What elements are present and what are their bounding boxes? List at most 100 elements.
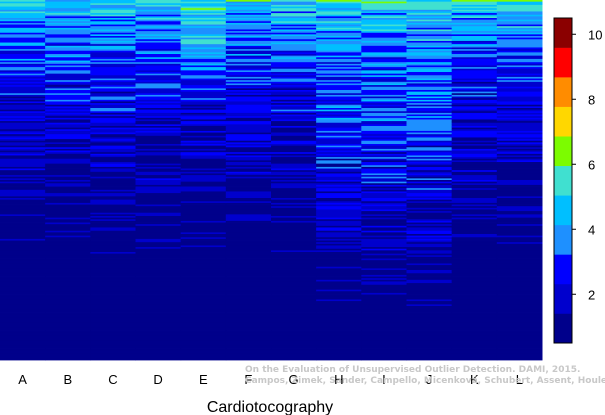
heatmap-cell [316,140,362,143]
heatmap-cell [406,152,453,155]
heatmap-cell [316,39,362,42]
heatmap-cell [361,283,407,286]
heatmap-cell [361,335,407,338]
heatmap-cell [180,170,227,173]
heatmap-cell [45,54,91,57]
heatmap-cell [406,186,453,189]
heatmap-cell [135,283,182,286]
heatmap-cell [45,224,91,227]
heatmap-cell [451,278,498,281]
heatmap-cell [451,14,498,17]
heatmap-cell [180,88,227,91]
heatmap-cell [90,301,136,304]
heatmap-cell [451,297,498,300]
heatmap-cell [361,350,407,353]
heatmap-cell [316,148,362,151]
heatmap-cell [361,21,407,24]
heatmap-cell [361,297,407,300]
heatmap-cell [451,255,498,258]
heatmap-cell [45,204,91,207]
heatmap-cell [0,132,46,135]
heatmap-cell [90,98,136,101]
heatmap-cell [0,248,46,251]
heatmap-cell [180,225,227,228]
heatmap-cell [316,173,362,176]
heatmap-cell [316,206,362,209]
heatmap-cell [271,346,317,349]
heatmap-cell [451,188,498,191]
heatmap-cell [361,288,407,291]
heatmap-cell [45,319,91,322]
heatmap-cell [271,183,317,186]
heatmap-cell [45,68,91,71]
heatmap-cell [406,189,453,192]
heatmap-cell [180,307,227,310]
heatmap-cell [496,72,543,75]
heatmap-cell [451,26,498,29]
heatmap-cell [90,330,136,333]
heatmap-cell [451,296,498,299]
heatmap-cell [406,248,453,251]
heatmap-cell [225,9,272,12]
heatmap-cell [271,108,317,111]
heatmap-cell [225,263,272,266]
heatmap-cell [90,34,136,37]
heatmap-cell [451,13,498,16]
heatmap-cell [496,4,543,7]
heatmap-cell [361,32,407,35]
heatmap-cell [90,217,136,220]
heatmap-cell [90,39,136,42]
heatmap-cell [0,148,46,151]
heatmap-cell [316,224,362,227]
heatmap-cell [180,58,227,61]
heatmap-cell [0,214,46,217]
heatmap-cell [451,235,498,238]
heatmap-cell [451,191,498,194]
heatmap-cell [451,312,498,315]
heatmap-cell [406,328,453,331]
heatmap-cell [451,245,498,248]
heatmap-cell [0,52,46,55]
heatmap-cell [271,270,317,273]
heatmap-cell [0,88,46,91]
heatmap-cell [316,317,362,320]
heatmap-cell [180,178,227,181]
heatmap-cell [225,271,272,274]
heatmap-cell [316,50,362,53]
heatmap-cell [271,121,317,124]
heatmap-cell [316,258,362,261]
x-tick-label-E: E [199,372,208,387]
heatmap-cell [361,111,407,114]
heatmap-cell [0,306,46,309]
heatmap-cell [225,29,272,32]
heatmap-cell [451,201,498,204]
heatmap-cell [361,274,407,277]
heatmap-cell [316,6,362,9]
heatmap-cell [0,216,46,219]
x-tick-label-A: A [18,372,27,387]
heatmap-cell [406,242,453,245]
heatmap-cell [361,135,407,138]
heatmap-cell [271,286,317,289]
heatmap-cell [316,312,362,315]
heatmap-cell [361,193,407,196]
colorbar [553,17,573,344]
heatmap-cell [45,340,91,343]
heatmap-cell [361,256,407,259]
heatmap-cell [45,207,91,210]
heatmap-cell [406,129,453,132]
heatmap-cell [45,358,91,361]
heatmap-cell [45,317,91,320]
heatmap-cell [225,129,272,132]
heatmap-cell [225,58,272,61]
heatmap-cell [90,101,136,104]
heatmap-cell [451,96,498,99]
heatmap-cell [496,224,543,227]
heatmap-cell [90,121,136,124]
heatmap-cell [316,292,362,295]
heatmap-cell [496,227,543,230]
heatmap-cell [135,114,182,117]
heatmap-cell [271,327,317,330]
heatmap-cell [135,292,182,295]
heatmap-cell [135,265,182,268]
